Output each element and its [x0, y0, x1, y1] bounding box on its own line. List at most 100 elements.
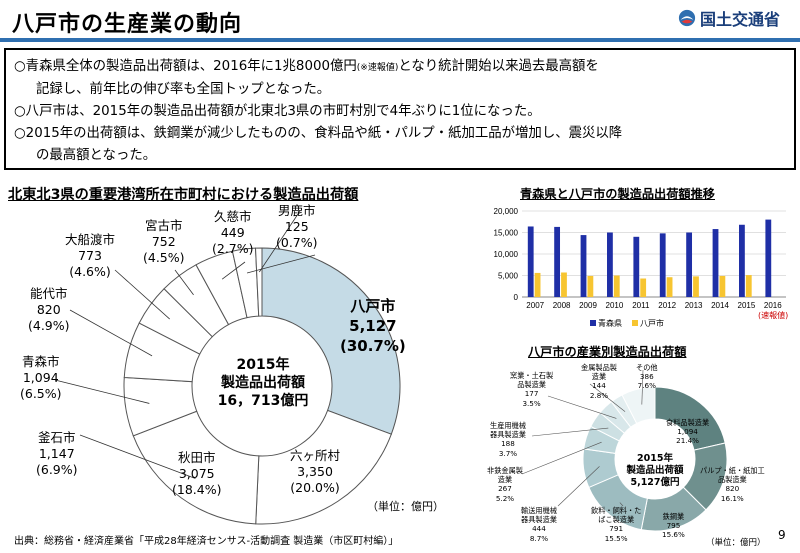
leader-line-6	[174, 269, 194, 296]
ytick-label: 20,000	[494, 207, 519, 216]
ind-label-transport: 輸送用機械 器具製造業 444 8.7%	[521, 506, 557, 543]
bar-aomori-2007	[527, 226, 534, 297]
left-chart-unit: （単位：億円）	[367, 500, 444, 513]
leader-line-3	[54, 379, 150, 404]
xtick-label: 2011	[632, 301, 650, 310]
industry-donut-chart	[521, 369, 728, 532]
donut-slice-2	[255, 409, 392, 525]
label-kamaishi: 釜石市 1,147 (6.9%)	[36, 430, 78, 477]
leader-line-9	[258, 210, 301, 273]
preliminary-label: (速報値)	[758, 311, 789, 320]
xtick-label: 2016	[764, 301, 782, 310]
ind-label-food: 食料品製造業 1,094 21.4%	[666, 418, 710, 446]
bar-aomori-2013	[686, 232, 693, 297]
bar-aomori-2010	[607, 232, 613, 297]
leader-line-8	[246, 254, 316, 274]
xtick-label: 2008	[553, 301, 571, 310]
industry-leader-4	[557, 466, 600, 507]
label-miyako: 宮古市 752 (4.5%)	[143, 218, 185, 265]
ind-label-metal: 金属製品製 造業 144 2.8%	[581, 363, 617, 400]
label-aomori: 青森市 1,094 (6.5%)	[20, 354, 62, 401]
industry-leader-8	[589, 383, 626, 412]
label-akita: 秋田市 3,075 (18.4%)	[172, 450, 222, 497]
page-number: 9	[778, 528, 786, 542]
bar-chart-title: 青森県と八戸市の製造品出荷額推移	[520, 187, 715, 201]
logo-text: 国土交通省	[700, 10, 781, 29]
donut-slice-3	[132, 410, 260, 525]
bar-aomori-2014	[712, 229, 719, 297]
industry-slice-10	[621, 386, 656, 425]
summary-line-3: ○八戸市は、2015年の製造品出荷額が北東北3県の市町村別で4年ぶりに1位になっ…	[14, 104, 541, 119]
xtick-label: 2015	[738, 301, 756, 310]
bar-hachinohe-2013	[693, 276, 699, 297]
industry-chart-unit: （単位：億円）	[706, 538, 766, 548]
ind-label-steel: 鉄鋼業 795 15.6%	[662, 512, 685, 540]
ytick-label: 0	[514, 293, 519, 302]
label-kuji: 久慈市 449 (2.7%)	[212, 209, 254, 256]
ytick-label: 5,000	[498, 272, 519, 281]
xtick-label: 2014	[711, 301, 729, 310]
page-title: 八戸市の生産業の動向	[12, 12, 243, 37]
bar-aomori-2009	[580, 235, 587, 297]
leader-line-2	[79, 434, 196, 479]
bar-chart-legend: 青森県 八戸市	[590, 318, 664, 329]
left-chart-title: 北東北3県の重要港湾所在市町村における製造品出荷額	[8, 187, 359, 203]
bar-hachinohe-2011	[640, 278, 647, 297]
xtick-label: 2013	[685, 301, 703, 310]
label-ofunato: 大船渡市 773 (4.6%)	[65, 232, 116, 279]
ytick-label: 10,000	[494, 250, 519, 259]
bar-aomori-2008	[554, 226, 561, 297]
bar-hachinohe-2012	[666, 277, 673, 297]
bar-hachinohe-2008	[561, 272, 567, 297]
ytick-label: 15,000	[494, 229, 519, 238]
source-note: 出典：総務省・経済産業省「平成28年経済センサス-活動調査 製造業（市区町村編）…	[14, 536, 399, 547]
leader-line-4	[69, 309, 153, 357]
industry-chart-title: 八戸市の産業別製造品出荷額	[528, 345, 687, 359]
leader-line-5	[114, 269, 170, 320]
preliminary-note: (※速報値)	[356, 63, 399, 73]
bar-aomori-2012	[659, 233, 666, 297]
ind-label-ceramics: 窯業・土石製 品製造業 177 3.5%	[510, 371, 554, 408]
ind-label-paper: パルプ・紙・紙加工 品製造業 820 16.1%	[700, 466, 765, 503]
bar-aomori-2016	[765, 219, 772, 297]
industry-leader-9	[641, 369, 644, 405]
summary-line-2: 記録し、前年比の伸び率も全国トップとなった。	[36, 82, 331, 97]
leader-line-7	[221, 261, 246, 280]
legend-hachinohe: 八戸市	[632, 318, 664, 329]
bar-hachinohe-2009	[587, 275, 594, 297]
ind-label-production: 生産用機械 器具製造業 188 3.7%	[490, 421, 526, 458]
industry-leader-7	[547, 395, 617, 419]
ind-label-beverage: 飲料・飼料・た ばこ製造業 791 15.5%	[591, 506, 642, 543]
bar-aomori-2015	[739, 224, 745, 297]
bar-hachinohe-2015	[745, 275, 752, 297]
mlit-logo-icon	[678, 9, 696, 27]
shipment-trend-bar-chart: 0 5,000 10,000 15,000 20,000 2007 2008 2009 2010…	[494, 207, 786, 310]
left-chart-center-label: 2015年 製造品出荷額 16，713億円	[217, 357, 309, 409]
label-oga: 男鹿市 125 (0.7%)	[276, 203, 318, 250]
donut-slice-10	[254, 247, 263, 317]
xtick-label: 2009	[579, 301, 597, 310]
donut-slice-1	[261, 247, 401, 435]
industry-leader-6	[531, 427, 609, 437]
xtick-label: 2007	[526, 301, 544, 310]
bar-aomori-2011	[633, 236, 640, 297]
municipal-donut-chart	[54, 210, 401, 525]
xtick-label: 2010	[606, 301, 624, 310]
summary-line-4: ○2015年の出荷額は、鉄鋼業が減少したものの、食料品や紙・パルプ・紙加工品が増…	[14, 126, 623, 141]
summary-line-1: ○青森県全体の製造品出荷額は、2016年に1兆8000億円(※速報値)となり統計…	[14, 59, 599, 74]
bar-hachinohe-2007	[534, 272, 541, 297]
ind-label-nonferrous: 非鉄金属製 造業 267 5.2%	[487, 466, 523, 503]
summary-box: ○青森県全体の製造品出荷額は、2016年に1兆8000億円(※速報値)となり統計…	[4, 48, 796, 170]
label-rokkasho: 六ヶ所村 3,350 (20.0%)	[290, 448, 341, 495]
xtick-label: 2012	[658, 301, 676, 310]
label-hachinohe: 八戸市 5,127 (30.7%)	[340, 297, 406, 355]
ministry-logo: 国土交通省	[678, 6, 780, 30]
ind-label-other: その他 386 7.6%	[636, 363, 658, 391]
legend-aomori: 青森県	[590, 318, 622, 329]
industry-chart-center-label: 2015年 製造品出荷額 5,127億円	[626, 453, 684, 488]
summary-line-5: の最高額となった。	[36, 148, 157, 163]
bar-hachinohe-2010	[613, 275, 620, 297]
title-underline	[0, 38, 800, 42]
bar-hachinohe-2014	[719, 275, 726, 297]
label-noshiro: 能代市 820 (4.9%)	[28, 286, 70, 333]
